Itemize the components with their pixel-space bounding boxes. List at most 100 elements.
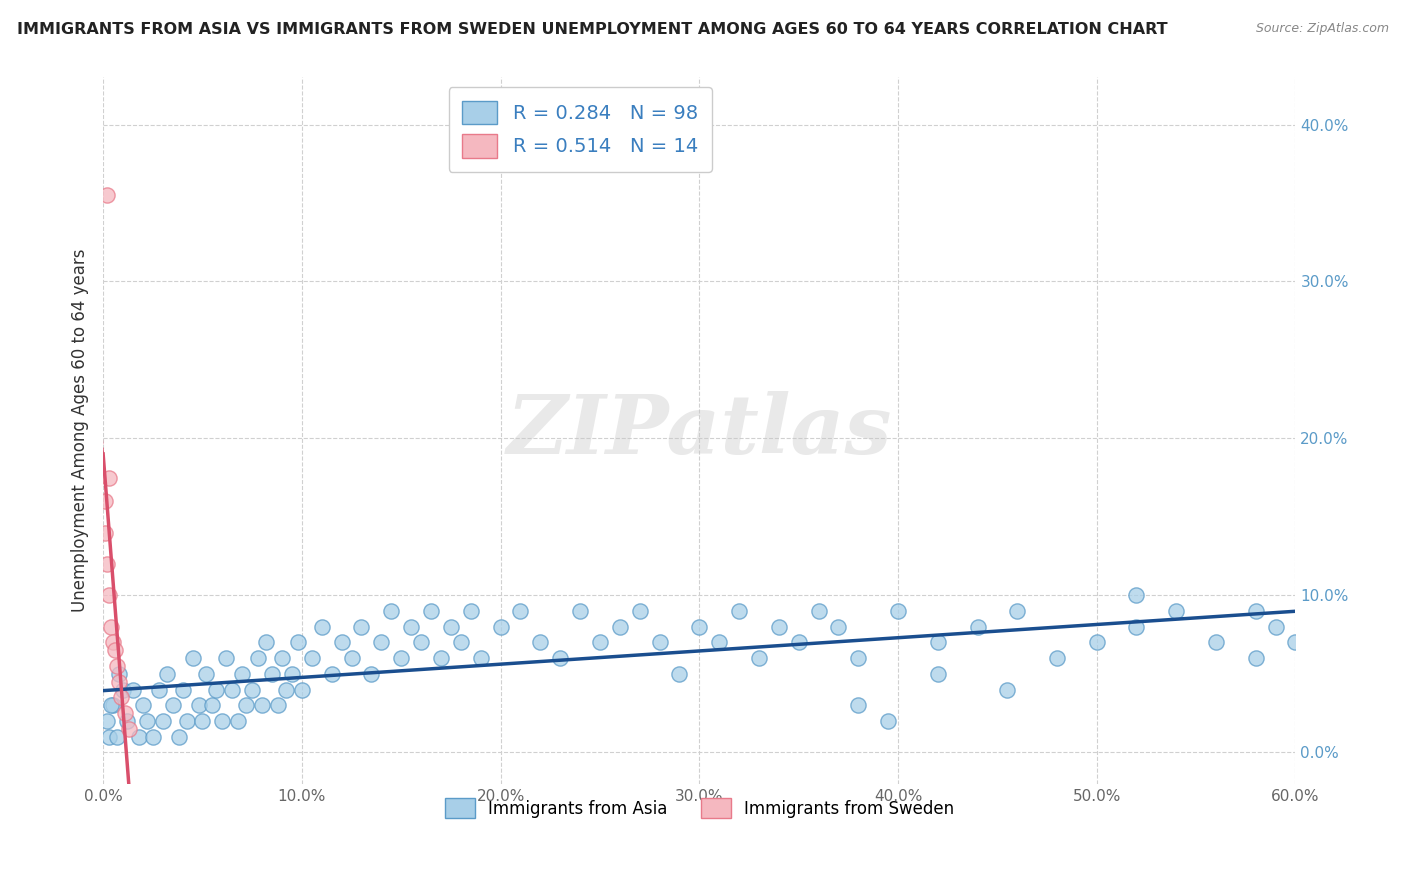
Point bbox=[105, 659, 128, 673]
Point bbox=[389, 651, 412, 665]
Point bbox=[110, 690, 132, 705]
Point bbox=[1085, 635, 1108, 649]
Point bbox=[370, 635, 392, 649]
Point bbox=[176, 714, 198, 728]
Point bbox=[115, 714, 138, 728]
Point bbox=[648, 635, 671, 649]
Point bbox=[420, 604, 443, 618]
Point bbox=[846, 651, 869, 665]
Point bbox=[191, 714, 214, 728]
Point bbox=[628, 604, 651, 618]
Point bbox=[927, 635, 949, 649]
Point bbox=[215, 651, 238, 665]
Point bbox=[748, 651, 770, 665]
Point bbox=[768, 620, 790, 634]
Point bbox=[211, 714, 233, 728]
Point bbox=[728, 604, 751, 618]
Point bbox=[172, 682, 194, 697]
Point bbox=[226, 714, 249, 728]
Point bbox=[98, 471, 121, 485]
Point bbox=[489, 620, 512, 634]
Point bbox=[1125, 588, 1147, 602]
Point bbox=[440, 620, 463, 634]
Y-axis label: Unemployment Among Ages 60 to 64 years: Unemployment Among Ages 60 to 64 years bbox=[72, 249, 89, 612]
Point bbox=[105, 730, 128, 744]
Point bbox=[118, 722, 141, 736]
Point bbox=[807, 604, 830, 618]
Point bbox=[254, 635, 277, 649]
Point bbox=[96, 188, 118, 202]
Point bbox=[128, 730, 150, 744]
Point bbox=[787, 635, 810, 649]
Point bbox=[108, 666, 131, 681]
Point bbox=[589, 635, 612, 649]
Point bbox=[1007, 604, 1029, 618]
Point bbox=[569, 604, 592, 618]
Text: Source: ZipAtlas.com: Source: ZipAtlas.com bbox=[1256, 22, 1389, 36]
Point bbox=[609, 620, 631, 634]
Point bbox=[1244, 604, 1267, 618]
Point bbox=[94, 494, 117, 508]
Point bbox=[995, 682, 1018, 697]
Point bbox=[162, 698, 184, 713]
Point bbox=[135, 714, 157, 728]
Point bbox=[548, 651, 571, 665]
Point bbox=[101, 635, 124, 649]
Point bbox=[96, 557, 118, 571]
Point bbox=[235, 698, 257, 713]
Point bbox=[688, 620, 710, 634]
Point bbox=[321, 666, 343, 681]
Point bbox=[231, 666, 253, 681]
Point bbox=[927, 666, 949, 681]
Point bbox=[94, 525, 117, 540]
Point bbox=[281, 666, 304, 681]
Point bbox=[1046, 651, 1069, 665]
Point bbox=[827, 620, 849, 634]
Point bbox=[98, 730, 121, 744]
Point bbox=[966, 620, 988, 634]
Point bbox=[1166, 604, 1188, 618]
Point bbox=[132, 698, 155, 713]
Point bbox=[100, 620, 122, 634]
Point bbox=[152, 714, 174, 728]
Point bbox=[201, 698, 224, 713]
Point bbox=[330, 635, 353, 649]
Point bbox=[100, 698, 122, 713]
Point bbox=[399, 620, 422, 634]
Point bbox=[260, 666, 283, 681]
Point bbox=[287, 635, 309, 649]
Point bbox=[142, 730, 165, 744]
Point bbox=[1264, 620, 1286, 634]
Point bbox=[380, 604, 402, 618]
Point bbox=[250, 698, 273, 713]
Point bbox=[430, 651, 453, 665]
Point bbox=[221, 682, 243, 697]
Point bbox=[205, 682, 228, 697]
Point bbox=[1244, 651, 1267, 665]
Point bbox=[274, 682, 297, 697]
Legend: Immigrants from Asia, Immigrants from Sweden: Immigrants from Asia, Immigrants from Sw… bbox=[437, 791, 960, 825]
Point bbox=[156, 666, 179, 681]
Point bbox=[529, 635, 551, 649]
Point bbox=[240, 682, 263, 697]
Point bbox=[460, 604, 482, 618]
Point bbox=[509, 604, 531, 618]
Point bbox=[195, 666, 218, 681]
Point bbox=[340, 651, 363, 665]
Point bbox=[114, 706, 136, 720]
Point bbox=[247, 651, 270, 665]
Point bbox=[271, 651, 294, 665]
Text: IMMIGRANTS FROM ASIA VS IMMIGRANTS FROM SWEDEN UNEMPLOYMENT AMONG AGES 60 TO 64 : IMMIGRANTS FROM ASIA VS IMMIGRANTS FROM … bbox=[17, 22, 1167, 37]
Text: ZIPatlas: ZIPatlas bbox=[506, 391, 891, 471]
Point bbox=[846, 698, 869, 713]
Point bbox=[267, 698, 290, 713]
Point bbox=[668, 666, 690, 681]
Point bbox=[360, 666, 382, 681]
Point bbox=[409, 635, 432, 649]
Point bbox=[167, 730, 190, 744]
Point bbox=[350, 620, 373, 634]
Point bbox=[311, 620, 333, 634]
Point bbox=[96, 714, 118, 728]
Point bbox=[887, 604, 910, 618]
Point bbox=[98, 588, 121, 602]
